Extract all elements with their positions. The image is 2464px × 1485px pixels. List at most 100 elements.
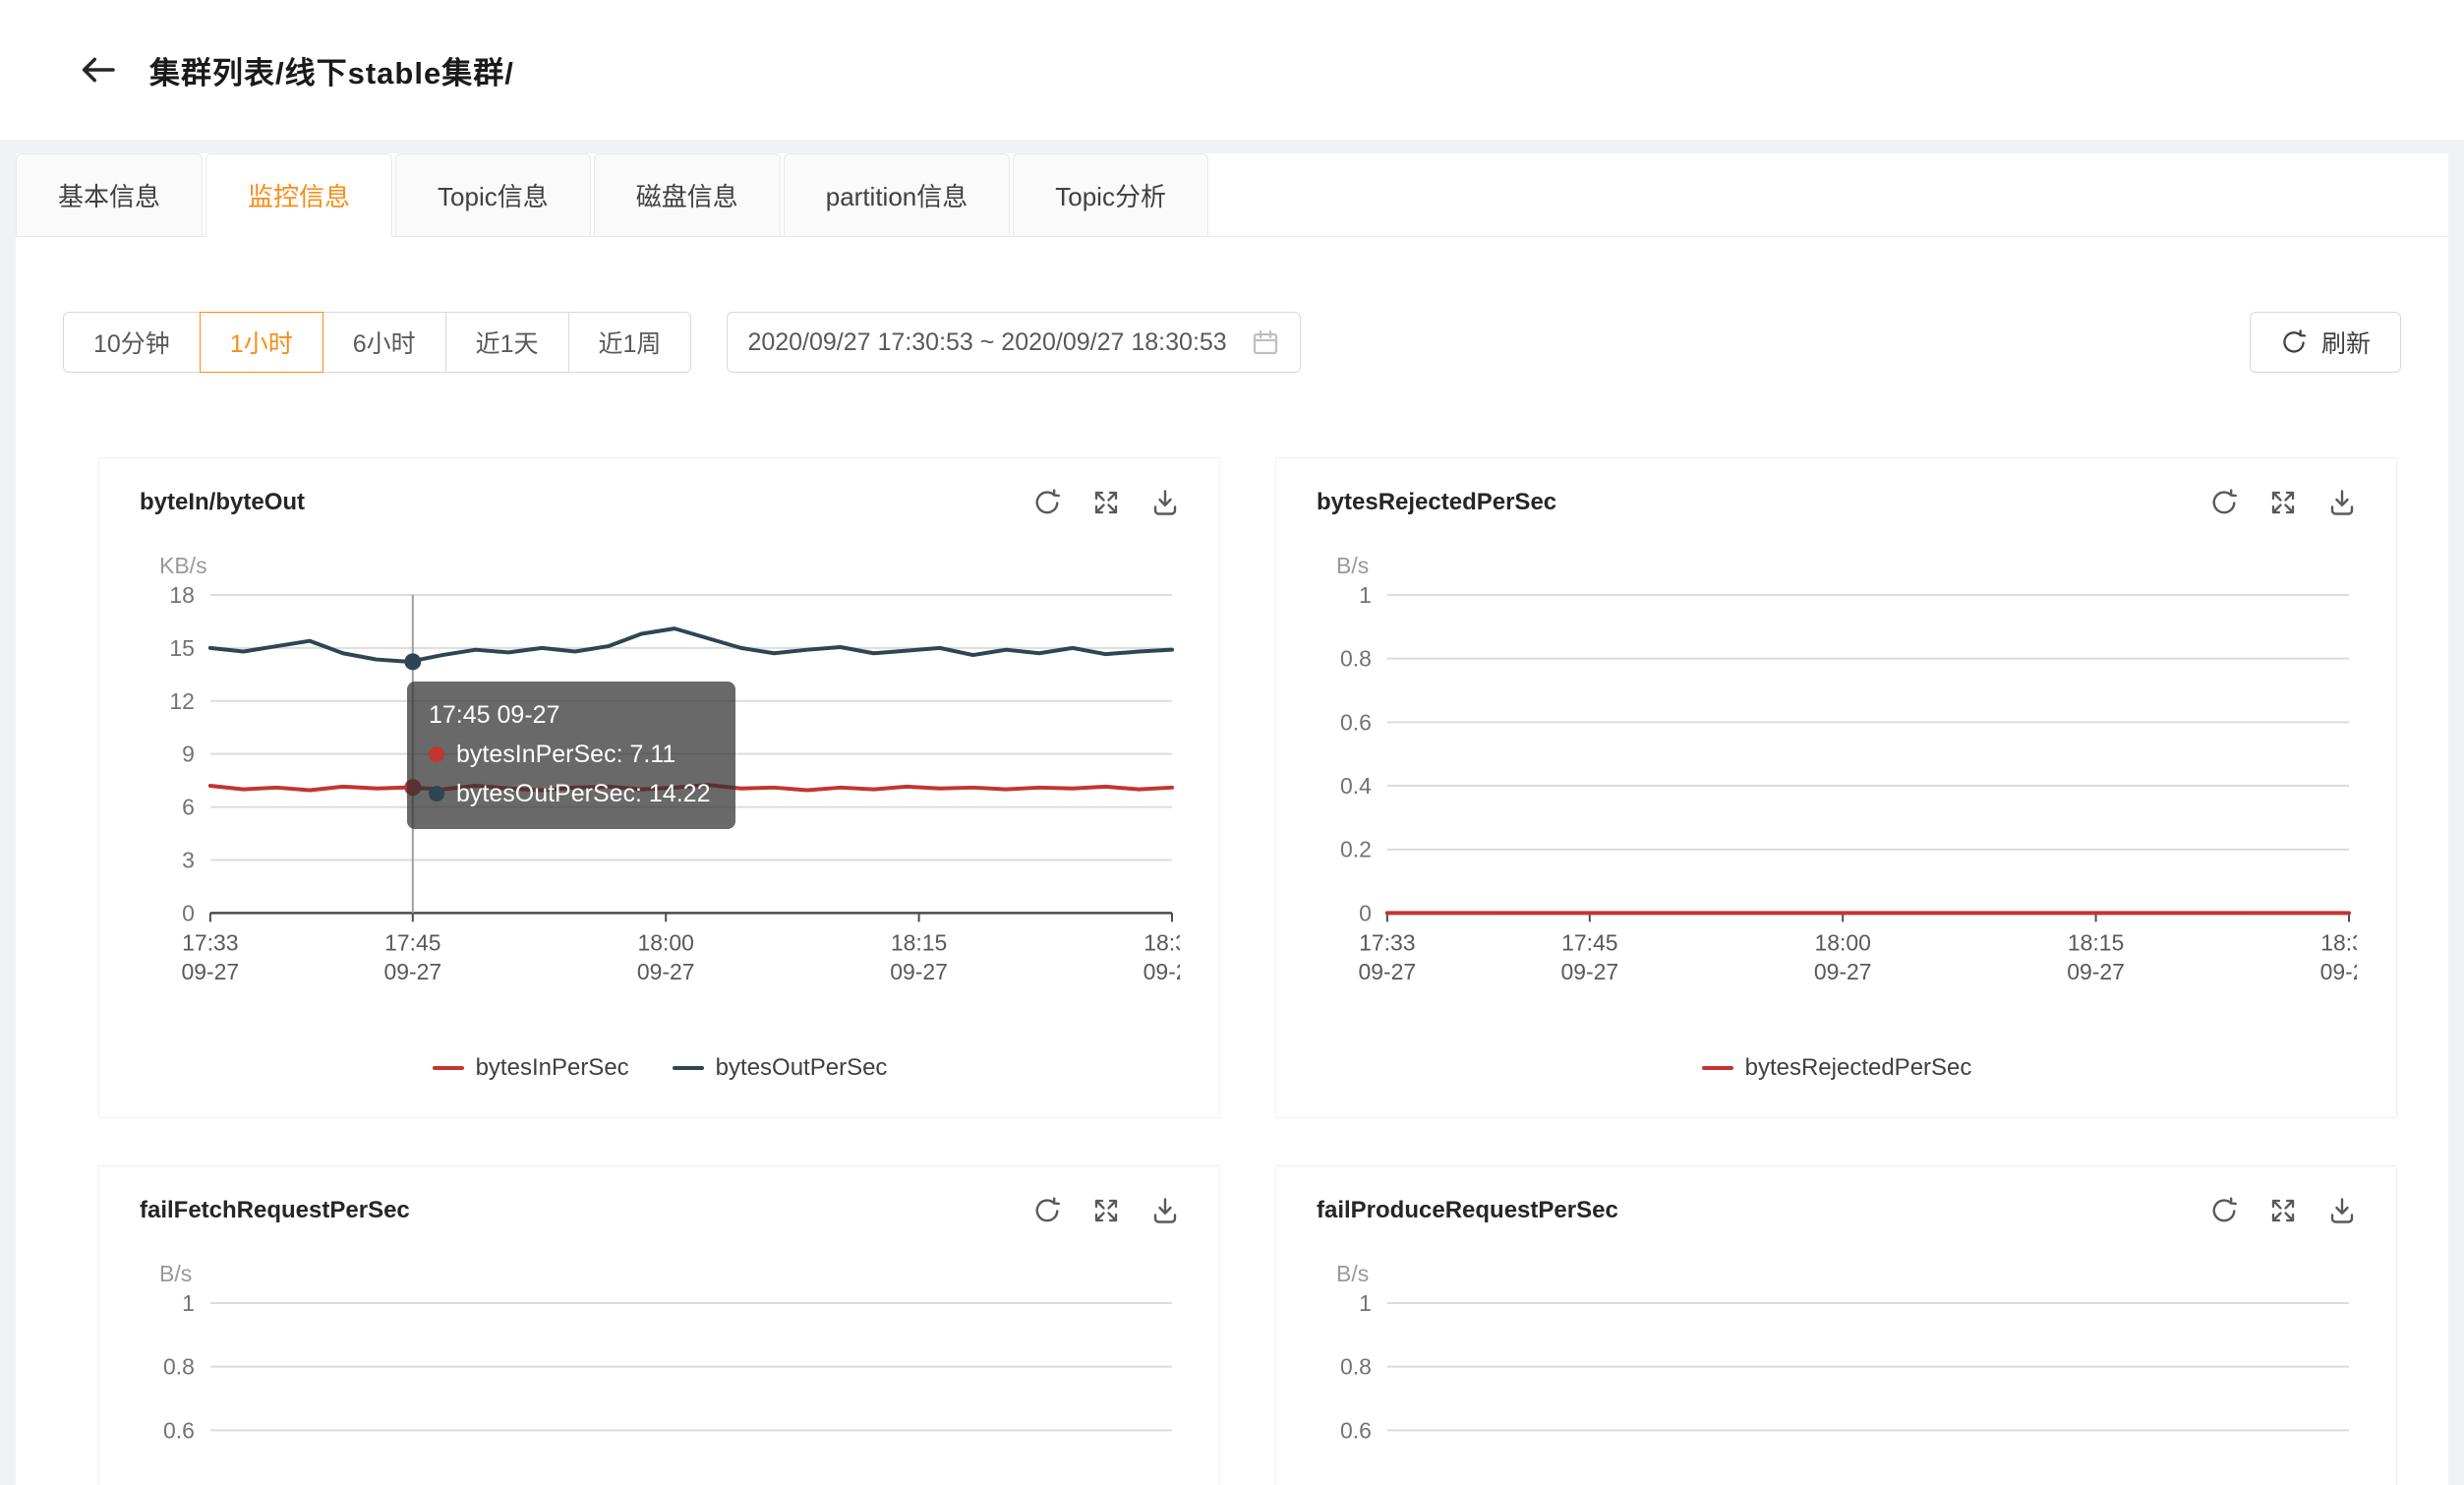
calendar-icon: [1254, 329, 1278, 355]
chart-legend: bytesInPerSec bytesOutPerSec: [140, 1052, 1180, 1084]
chart-actions: [2209, 1196, 2357, 1225]
range-1day-button[interactable]: 近1天: [444, 312, 569, 373]
chart-fullscreen-icon[interactable]: [1091, 1196, 1121, 1225]
y-axis-unit: B/s: [159, 1261, 193, 1287]
svg-text:09-27: 09-27: [182, 959, 240, 984]
chart-plot-area[interactable]: 00.20.40.60.8117:3309-2717:4509-2718:000…: [140, 1295, 1180, 1485]
svg-text:0.8: 0.8: [1340, 646, 1372, 672]
tab-basic-info[interactable]: 基本信息: [16, 153, 204, 236]
chart-title: bytesRejectedPerSec: [1317, 489, 1557, 515]
svg-text:0.6: 0.6: [1340, 709, 1372, 735]
chart-download-icon[interactable]: [1150, 488, 1180, 517]
tab-monitor-info[interactable]: 监控信息: [205, 153, 393, 237]
date-range-picker[interactable]: 2020/09/27 17:30:53 ~ 2020/09/27 18:30:5…: [727, 312, 1302, 373]
svg-text:0.4: 0.4: [163, 1481, 195, 1485]
tab-topic-info[interactable]: Topic信息: [395, 153, 591, 236]
chart-download-icon[interactable]: [2327, 1196, 2357, 1225]
svg-text:0.6: 0.6: [1340, 1418, 1372, 1444]
chart-refresh-icon[interactable]: [2209, 488, 2239, 517]
tooltip-time: 17:45 09-27: [429, 701, 560, 729]
svg-text:18:00: 18:00: [637, 929, 693, 955]
svg-text:0.2: 0.2: [1340, 837, 1372, 862]
legend-label: bytesOutPerSec: [715, 1054, 888, 1082]
chart-plot-area[interactable]: 17:45 09-27 bytesInPerSec: 7.11 bytesOut…: [140, 587, 1180, 989]
back-button[interactable]: [79, 50, 118, 89]
legend-swatch: [1701, 1066, 1733, 1071]
line-chart-canvas[interactable]: 00.20.40.60.8117:3309-2717:4509-2718:000…: [1317, 587, 2357, 989]
chart-refresh-icon[interactable]: [2209, 1196, 2239, 1225]
legend-label: bytesRejectedPerSec: [1744, 1054, 1972, 1082]
chart-title: failProduceRequestPerSec: [1317, 1197, 1618, 1224]
chart-card-fail-fetch: failFetchRequestPerSec B/s 00.20.40.60.8…: [98, 1165, 1220, 1485]
svg-text:12: 12: [169, 688, 195, 714]
tooltip-series-dot: [429, 786, 444, 802]
y-axis-unit: B/s: [1336, 553, 1370, 578]
tooltip-row: bytesOutPerSec: 14.22: [429, 774, 710, 813]
svg-text:09-27: 09-27: [2320, 959, 2357, 984]
legend-swatch: [672, 1066, 704, 1071]
svg-text:3: 3: [182, 847, 195, 872]
svg-text:09-27: 09-27: [383, 959, 441, 984]
svg-text:9: 9: [182, 742, 195, 767]
charts-grid: byteIn/byteOut KB/s 17:45 09-27 bytesInP…: [16, 373, 2448, 1485]
tooltip-series-dot: [429, 746, 444, 762]
chart-fullscreen-icon[interactable]: [1091, 488, 1121, 517]
chart-fullscreen-icon[interactable]: [2268, 488, 2298, 517]
chart-legend: bytesRejectedPerSec: [1317, 1052, 2357, 1084]
svg-text:18:00: 18:00: [1814, 929, 1870, 955]
svg-text:17:33: 17:33: [1359, 929, 1415, 955]
arrow-left-icon: [82, 57, 115, 83]
range-6hour-button[interactable]: 6小时: [322, 312, 446, 373]
chart-fullscreen-icon[interactable]: [2268, 1196, 2298, 1225]
chart-actions: [2209, 488, 2357, 517]
chart-title: byteIn/byteOut: [140, 489, 306, 515]
svg-text:0.8: 0.8: [1340, 1354, 1372, 1380]
legend-item[interactable]: bytesOutPerSec: [672, 1052, 888, 1084]
svg-text:17:33: 17:33: [182, 929, 238, 955]
tab-bar: 基本信息 监控信息 Topic信息 磁盘信息 partition信息 Topic…: [16, 153, 2448, 237]
svg-text:09-27: 09-27: [1359, 959, 1417, 984]
legend-item[interactable]: bytesRejectedPerSec: [1701, 1052, 1972, 1084]
svg-text:09-27: 09-27: [890, 959, 948, 984]
chart-actions: [1032, 488, 1180, 517]
line-chart-canvas[interactable]: 00.20.40.60.8117:3309-2717:4509-2718:000…: [140, 1295, 1180, 1485]
tab-topic-analysis[interactable]: Topic分析: [1013, 153, 1208, 236]
chart-download-icon[interactable]: [1150, 1196, 1180, 1225]
chart-card-header: byteIn/byteOut: [140, 488, 1180, 517]
chart-refresh-icon[interactable]: [1032, 488, 1062, 517]
range-10min-button[interactable]: 10分钟: [63, 312, 201, 373]
tooltip-row: bytesInPerSec: 7.11: [429, 735, 710, 774]
tab-partition-info[interactable]: partition信息: [783, 153, 1011, 236]
svg-text:09-27: 09-27: [1814, 959, 1872, 984]
y-axis-unit: KB/s: [159, 553, 207, 578]
svg-text:18: 18: [169, 587, 195, 608]
range-1hour-button[interactable]: 1小时: [199, 312, 323, 373]
time-range-group: 10分钟 1小时 6小时 近1天 近1周: [63, 312, 692, 373]
range-1week-button[interactable]: 近1周: [567, 312, 692, 373]
svg-text:18:30: 18:30: [1144, 929, 1180, 955]
page-header: 集群列表/线下stable集群/: [0, 0, 2464, 140]
svg-text:0.4: 0.4: [1340, 773, 1372, 799]
legend-swatch: [432, 1066, 464, 1071]
legend-item[interactable]: bytesInPerSec: [432, 1052, 629, 1084]
line-chart-canvas[interactable]: 00.20.40.60.8117:3309-2717:4509-2718:000…: [1317, 1295, 2357, 1485]
chart-toolbar: 10分钟 1小时 6小时 近1天 近1周 2020/09/27 17:30:53…: [16, 237, 2448, 373]
chart-refresh-icon[interactable]: [1032, 1196, 1062, 1225]
refresh-button[interactable]: 刷新: [2249, 312, 2401, 373]
svg-text:09-27: 09-27: [637, 959, 695, 984]
main-panel: 基本信息 监控信息 Topic信息 磁盘信息 partition信息 Topic…: [16, 153, 2448, 1485]
svg-text:0: 0: [1359, 900, 1372, 925]
svg-text:15: 15: [169, 635, 195, 661]
svg-text:0.8: 0.8: [163, 1354, 195, 1380]
tooltip-series-text: bytesOutPerSec: 14.22: [456, 780, 711, 807]
chart-card-header: bytesRejectedPerSec: [1317, 488, 2357, 517]
chart-plot-area[interactable]: 00.20.40.60.8117:3309-2717:4509-2718:000…: [1317, 1295, 2357, 1485]
svg-text:17:45: 17:45: [384, 929, 440, 955]
chart-download-icon[interactable]: [2327, 488, 2357, 517]
chart-card-fail-produce: failProduceRequestPerSec B/s 00.20.40.60…: [1275, 1165, 2397, 1485]
chart-title: failFetchRequestPerSec: [140, 1197, 410, 1224]
chart-card-bytein-byteout: byteIn/byteOut KB/s 17:45 09-27 bytesInP…: [98, 457, 1220, 1119]
tab-disk-info[interactable]: 磁盘信息: [593, 153, 781, 236]
svg-text:18:15: 18:15: [891, 929, 947, 955]
